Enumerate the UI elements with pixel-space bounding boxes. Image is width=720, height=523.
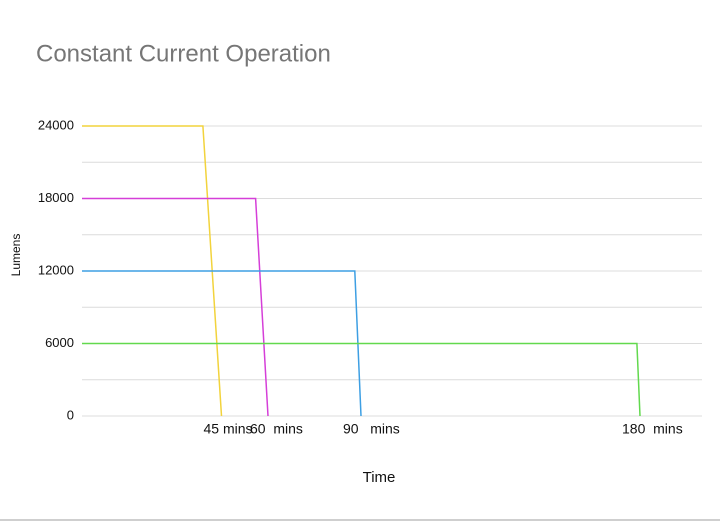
chart-title: Constant Current Operation [36, 40, 331, 67]
series-line [82, 125, 223, 417]
y-tick-label: 0 [67, 407, 74, 422]
x-tick-label: 90 mins [343, 421, 400, 437]
y-tick-label: 24000 [38, 117, 74, 132]
series-line [82, 270, 362, 417]
x-tick-label: 180 mins [622, 421, 683, 437]
y-tick-label: 18000 [38, 190, 74, 205]
y-axis-label: Lumens [9, 234, 23, 277]
x-tick-label: 60 mins [250, 421, 303, 437]
x-axis-label: Time [363, 469, 396, 486]
series-line [82, 342, 641, 417]
y-tick-label: 6000 [45, 335, 74, 350]
x-tick-label: 45 mins [204, 421, 253, 437]
y-tick-label: 12000 [38, 262, 74, 277]
